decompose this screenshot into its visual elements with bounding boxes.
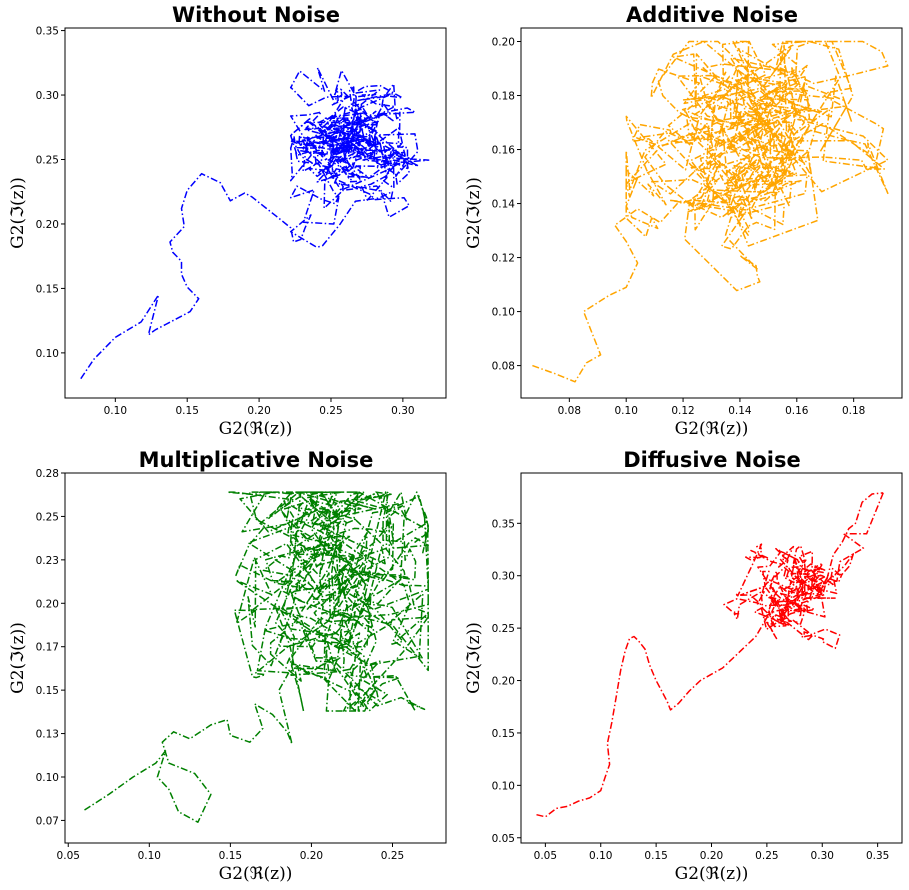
y-tick-label: 0.08 [492, 361, 515, 373]
y-tick-label: 0.28 [36, 468, 59, 480]
y-tick-label: 0.10 [492, 780, 515, 792]
y-tick-label: 0.14 [492, 199, 516, 211]
plot-area: 0.05 0.10 0.15 0.20 0.25 0.07 0.10 0.13 0.15 0.17… [8, 468, 447, 884]
y-tick-label: 0.20 [492, 676, 515, 688]
panel-title: Without Noise [172, 3, 340, 27]
y-tick-label: 0.20 [36, 219, 59, 231]
y-tick-label: 0.20 [36, 598, 59, 610]
y-tick-label: 0.25 [492, 623, 515, 635]
y-tick-label: 0.25 [36, 154, 59, 166]
y-tick-label: 0.13 [36, 729, 59, 741]
y-axis-label: G2(ℑ(z)) [8, 177, 28, 249]
y-tick-label: 0.15 [492, 728, 515, 740]
x-tick-label: 0.30 [391, 405, 414, 417]
y-tick-label: 0.16 [492, 145, 516, 157]
x-tick-label: 0.10 [138, 850, 161, 862]
trajectory-line [532, 181, 718, 383]
y-tick-label: 0.30 [36, 90, 59, 102]
series-group [84, 491, 429, 823]
series-group [536, 492, 884, 818]
y-tick-label: 0.07 [36, 815, 59, 827]
axes-frame [64, 27, 447, 399]
panel-diffusive-noise: Diffusive Noise 0.05 0.10 0.15 0.20 0.25 0.30… [464, 448, 903, 884]
axes-frame [64, 472, 447, 844]
cluster-line [226, 491, 429, 712]
y-tick-label: 0.17 [36, 642, 59, 654]
x-tick-label: 0.20 [247, 405, 270, 417]
x-tick-label: 0.20 [700, 850, 723, 862]
x-axis-label: G2(ℜ(z)) [219, 419, 293, 439]
y-tick-label: 0.10 [492, 307, 515, 319]
panel-without-noise: Without Noise 0.10 0.15 0.20 0.25 0.300.100.… [8, 3, 447, 439]
x-tick-label: 0.10 [104, 405, 127, 417]
x-tick-label: 0.08 [558, 405, 581, 417]
x-tick-label: 0.15 [176, 405, 199, 417]
panel-multiplicative-noise: Multiplicative Noise 0.05 0.10 0.15 0.20 0.2… [8, 448, 447, 884]
axes-frame [520, 472, 903, 844]
x-tick-label: 0.25 [381, 850, 404, 862]
plot-area: 0.08 0.10 0.12 0.14 0.16 0.18 0.08 0.10 0.12 0.14… [464, 27, 903, 439]
series-group [80, 66, 430, 380]
y-tick-label: 0.35 [492, 518, 515, 530]
x-tick-label: 0.10 [589, 850, 612, 862]
y-tick-label: 0.30 [492, 571, 515, 583]
x-tick-label: 0.15 [219, 850, 242, 862]
x-axis-label: G2(ℜ(z)) [675, 419, 749, 439]
trajectory-line [536, 492, 884, 818]
x-tick-label: 0.25 [319, 405, 342, 417]
y-tick-label: 0.18 [492, 91, 515, 103]
y-tick-label: 0.05 [492, 833, 515, 845]
x-tick-label: 0.15 [644, 850, 667, 862]
plot-area: 0.05 0.10 0.15 0.20 0.25 0.30 0.35 0.05 0.10 0.15… [464, 472, 903, 884]
x-tick-label: 0.05 [57, 850, 80, 862]
y-axis-label: G2(ℑ(z)) [8, 622, 28, 694]
x-axis-label: G2(ℜ(z)) [675, 864, 749, 884]
cluster-line [723, 492, 884, 650]
cluster-line [289, 66, 430, 247]
y-tick-label: 0.23 [36, 555, 59, 567]
y-tick-label: 0.10 [36, 772, 59, 784]
trajectory-line [80, 172, 323, 380]
x-tick-label: 0.35 [866, 850, 889, 862]
panel-additive-noise: Additive Noise 0.08 0.10 0.12 0.14 0.16 0.180… [464, 3, 903, 439]
y-tick-label: 0.10 [36, 348, 59, 360]
axes-frame [520, 27, 903, 399]
x-tick-label: 0.30 [811, 850, 834, 862]
x-tick-label: 0.25 [755, 850, 778, 862]
y-tick-label: 0.25 [36, 511, 59, 523]
y-tick-label: 0.12 [492, 253, 515, 265]
y-tick-label: 0.15 [36, 685, 59, 697]
x-tick-label: 0.18 [842, 405, 865, 417]
x-tick-label: 0.10 [615, 405, 638, 417]
plot-area: 0.10 0.15 0.20 0.25 0.30 0.10 0.15 0.20 0.25 0.30… [8, 26, 447, 439]
x-tick-label: 0.05 [534, 850, 557, 862]
panel-title: Additive Noise [626, 3, 798, 27]
x-tick-label: 0.14 [728, 405, 752, 417]
y-tick-label: 0.20 [492, 37, 515, 49]
y-axis-label: G2(ℑ(z)) [464, 177, 484, 249]
y-tick-label: 0.35 [36, 26, 59, 38]
trajectory-line [84, 672, 293, 823]
x-tick-label: 0.12 [671, 405, 694, 417]
x-tick-label: 0.16 [785, 405, 809, 417]
y-tick-label: 0.15 [36, 283, 59, 295]
y-axis-label: G2(ℑ(z)) [464, 622, 484, 694]
series-group [532, 40, 889, 383]
cluster-line [625, 40, 889, 292]
panel-title: Multiplicative Noise [139, 448, 374, 472]
x-axis-label: G2(ℜ(z)) [219, 864, 293, 884]
panel-title: Diffusive Noise [623, 448, 800, 472]
x-tick-label: 0.20 [300, 850, 323, 862]
